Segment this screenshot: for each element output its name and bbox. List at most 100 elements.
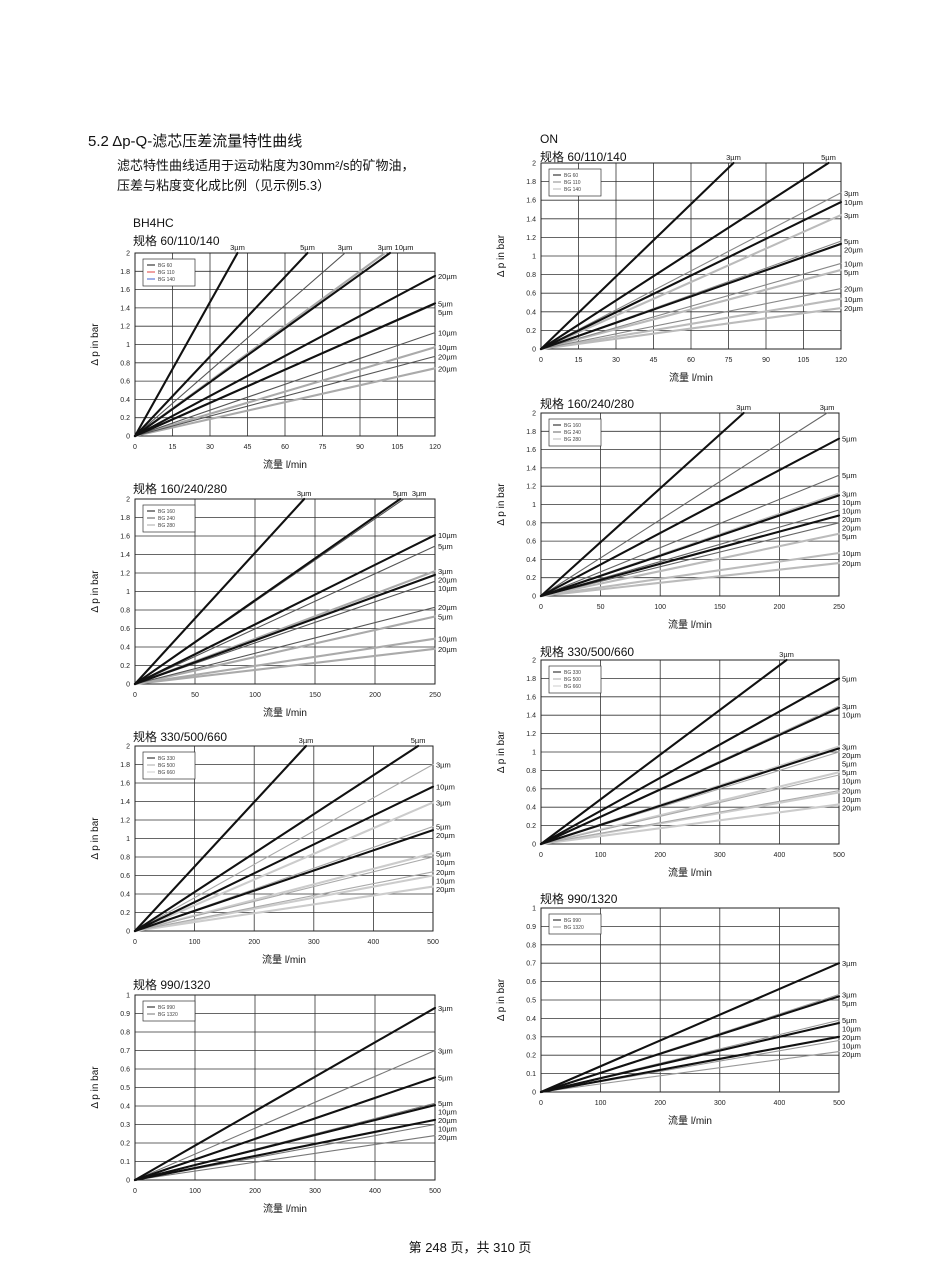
series-end-label: 20µm [436, 831, 455, 840]
series-end-label: 20µm [842, 1050, 861, 1059]
y-axis-label: Δ p in bar [496, 730, 507, 773]
legend-entry: BG 660 [564, 684, 581, 690]
y-tick-label: 1.4 [526, 216, 536, 223]
series-line [133, 302, 437, 438]
series-line [133, 251, 309, 438]
x-axis-label: 流量 l/min [669, 371, 713, 384]
y-tick-label: 0.2 [526, 823, 536, 830]
series-line [539, 532, 841, 598]
series-end-label: 3µm [438, 1004, 453, 1013]
series-end-label: 20µm [844, 304, 863, 313]
series-end-label: 3µm [726, 153, 741, 162]
series-line [134, 606, 436, 685]
y-tick-label: 1.2 [120, 324, 130, 331]
x-tick-label: 15 [575, 357, 583, 364]
y-tick-label: 0 [532, 1090, 536, 1097]
y-tick-label: 0.2 [120, 1141, 130, 1148]
x-tick-label: 0 [133, 692, 137, 699]
series-end-label: 20µm [438, 352, 457, 361]
series-end-label: 5µm [393, 489, 408, 498]
y-tick-label: 1 [126, 993, 130, 1000]
y-tick-label: 0.2 [526, 1053, 536, 1060]
series-end-label: 10µm [395, 243, 414, 252]
series-line [540, 287, 842, 350]
series-line [133, 647, 437, 686]
x-tick-label: 200 [249, 1188, 261, 1195]
x-tick-label: 0 [133, 1188, 137, 1195]
x-tick-label: 30 [612, 357, 620, 364]
series-line [539, 297, 843, 351]
series-line [540, 412, 828, 597]
x-tick-label: 0 [539, 852, 543, 859]
chart-title: 规格 330/500/660 [540, 645, 635, 659]
y-axis-label: Δ p in bar [496, 978, 507, 1021]
y-tick-label: 0 [532, 594, 536, 601]
section-title: 5.2 Δp-Q-滤芯压差流量特性曲线 [88, 133, 303, 150]
y-tick-label: 0.6 [120, 1067, 130, 1074]
series-end-label: 5µm [436, 822, 451, 831]
series-end-label: 3µm [438, 1047, 453, 1056]
series-line [540, 705, 840, 845]
series-end-label: 20µm [842, 559, 861, 568]
series-line [539, 747, 841, 846]
series-end-label: 3µm [842, 742, 857, 751]
y-tick-label: 0 [532, 347, 536, 354]
series-end-label: 5µm [842, 471, 857, 480]
series-line [133, 874, 435, 933]
x-tick-label: 105 [392, 444, 404, 451]
y-axis-label: Δ p in bar [90, 570, 101, 613]
series-end-label: 20µm [438, 272, 457, 281]
x-tick-label: 105 [798, 357, 810, 364]
series-end-label: 5µm [438, 612, 453, 621]
series-end-label: 5µm [438, 1073, 453, 1082]
series-end-label: 3µm [842, 959, 857, 968]
series-end-label: 3µm [779, 650, 794, 659]
series-line [539, 492, 841, 598]
y-tick-label: 0.8 [120, 855, 130, 862]
x-tick-label: 500 [427, 939, 439, 946]
chart-group-label: BH4HC [133, 216, 174, 230]
series-end-label: 3µm [412, 489, 427, 498]
series-line [539, 791, 841, 846]
legend-entry: BG 160 [564, 423, 581, 429]
series-end-label: 10µm [842, 795, 861, 804]
series-line [540, 240, 842, 350]
x-tick-label: 0 [539, 604, 543, 611]
series-line [133, 615, 437, 686]
y-tick-label: 2 [126, 744, 130, 751]
series-line [134, 1123, 436, 1181]
plot-frame [134, 252, 436, 437]
x-axis-label: 流量 l/min [668, 618, 712, 631]
series-end-label: 10µm [844, 295, 863, 304]
x-tick-label: 0 [539, 1100, 543, 1107]
series-line [540, 993, 840, 1093]
y-tick-label: 0 [126, 1178, 130, 1185]
series-end-label: 5µm [438, 308, 453, 317]
legend-entry: BG 660 [158, 770, 175, 776]
x-tick-label: 250 [833, 604, 845, 611]
series-line [133, 1076, 437, 1182]
y-tick-label: 0.8 [120, 1030, 130, 1037]
series-end-label: 10µm [844, 259, 863, 268]
series-end-label: 5µm [411, 736, 426, 745]
y-axis-label: Δ p in bar [496, 234, 507, 277]
series-line [133, 497, 306, 686]
series-line [539, 706, 841, 846]
x-tick-label: 90 [762, 357, 770, 364]
y-tick-label: 1.6 [526, 447, 536, 454]
legend-box [142, 504, 196, 533]
series-line [134, 1102, 436, 1181]
chart-group-label: ON [540, 132, 558, 146]
y-tick-label: 1.4 [120, 799, 130, 806]
x-tick-label: 50 [191, 692, 199, 699]
series-end-label: 10µm [842, 777, 861, 786]
y-tick-label: 1.8 [526, 429, 536, 436]
x-tick-label: 0 [539, 357, 543, 364]
y-tick-label: 1 [126, 836, 130, 843]
series-line [540, 790, 840, 845]
y-tick-label: 0.2 [526, 575, 536, 582]
chart-title: 规格 160/240/280 [133, 482, 228, 496]
plot-frame [134, 994, 436, 1181]
y-axis-label: Δ p in bar [90, 817, 101, 860]
y-tick-label: 0.4 [120, 645, 130, 652]
